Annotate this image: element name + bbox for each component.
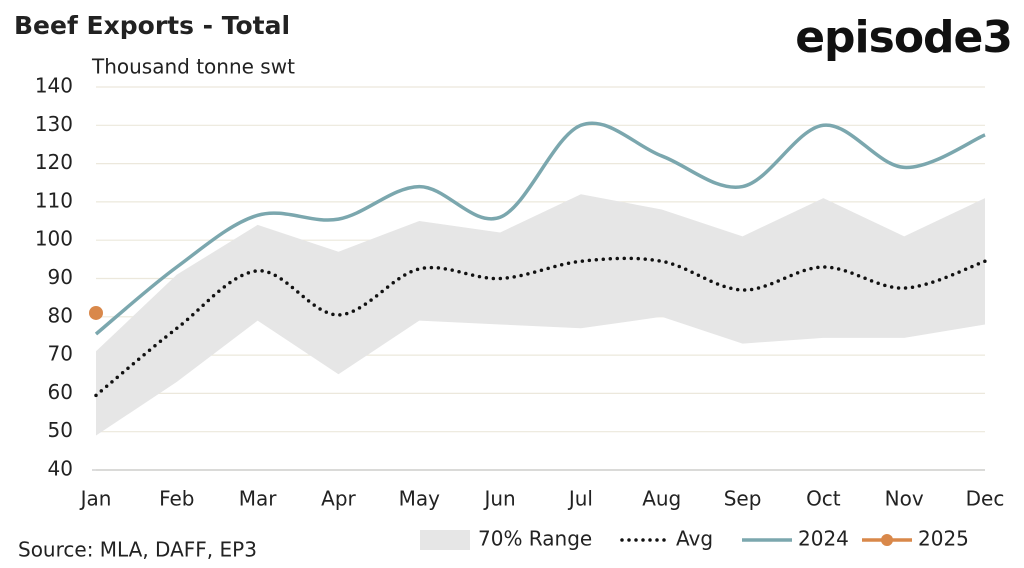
chart-title: Beef Exports - Total: [14, 11, 290, 40]
x-tick-label: May: [399, 487, 441, 511]
x-tick-label: Aug: [642, 487, 681, 511]
y-axis-label: Thousand tonne swt: [91, 55, 295, 79]
y-tick-label: 110: [35, 188, 73, 212]
y-tick-label: 140: [35, 74, 73, 98]
x-tick-label: Nov: [885, 487, 924, 511]
x-tick-label: Jun: [482, 487, 515, 511]
line: [94, 121, 986, 336]
y-tick-label: 100: [35, 227, 73, 251]
x-tick-label: Dec: [966, 487, 1005, 511]
range-band: [96, 194, 985, 436]
y-tick-label: 70: [48, 342, 73, 366]
logo: episode3: [795, 12, 1012, 63]
x-tick-label: Feb: [159, 487, 194, 511]
x-tick-label: Oct: [806, 487, 841, 511]
legend-label: 2024: [798, 527, 849, 551]
x-tick-label: Mar: [239, 487, 278, 511]
x-tick-label: Sep: [724, 487, 762, 511]
legend-swatch: [420, 530, 470, 550]
y-tick-label: 120: [35, 150, 73, 174]
legend-label: Avg: [676, 527, 713, 551]
avg-line: [94, 256, 987, 398]
x-tick-label: Jan: [79, 487, 112, 511]
x-tick-label: Jul: [567, 487, 593, 511]
source: Source: MLA, DAFF, EP3: [18, 538, 257, 562]
x-tick-label: Apr: [321, 487, 356, 511]
legend-label: 2025: [918, 527, 969, 551]
y-tick-label: 40: [48, 457, 73, 481]
y-tick-label: 50: [48, 418, 73, 442]
y-tick-label: 80: [48, 303, 73, 327]
y-tick-label: 90: [48, 265, 73, 289]
legend-label: 70% Range: [478, 527, 592, 551]
marker: [89, 305, 103, 320]
legend-marker: [881, 534, 893, 546]
y-tick-label: 130: [35, 112, 73, 136]
y-tick-label: 60: [48, 380, 73, 404]
